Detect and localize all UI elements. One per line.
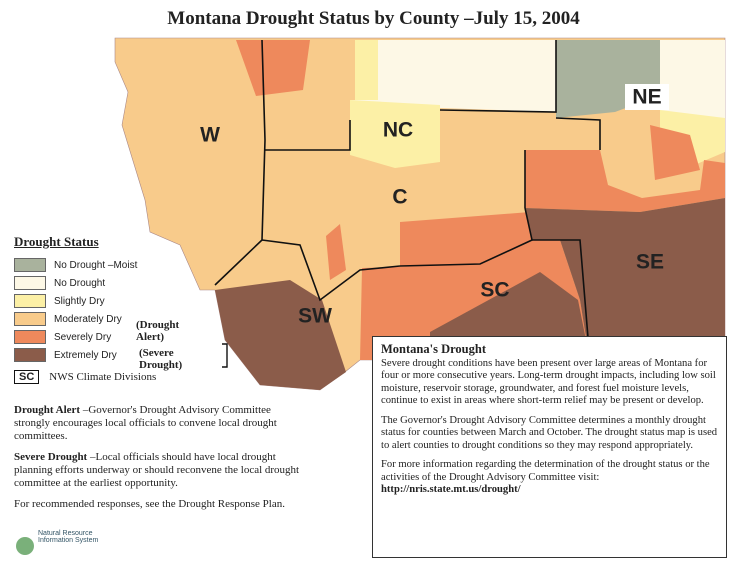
- note-text: –Local officials should have local droug…: [14, 451, 300, 489]
- area-extremely-dry: [525, 198, 725, 370]
- legend-swatch: [14, 294, 46, 308]
- info-paragraph: Severe drought conditions have been pres…: [381, 357, 716, 407]
- division-key: SC NWS Climate Divisions: [14, 368, 156, 386]
- severe-note: (Severe Drought): [139, 347, 183, 371]
- info-title: Montana's Drought: [381, 342, 486, 356]
- note-text: –Governor's Drought Advisory Committee s…: [14, 404, 277, 442]
- legend-swatch: [14, 258, 46, 272]
- note-term: Drought Alert: [14, 404, 81, 416]
- label-box: [625, 84, 669, 110]
- info-box: Montana's Drought Severe drought conditi…: [372, 336, 727, 558]
- note: Severe Drought –Local officials should h…: [14, 451, 304, 490]
- division-code: SC: [14, 370, 40, 384]
- legend-label: Slightly Dry: [54, 295, 105, 307]
- legend-item: Extremely Dry: [14, 346, 156, 364]
- division-borders: [214, 39, 601, 363]
- area-slightly-dry: [355, 40, 378, 100]
- note: Drought Alert –Governor's Drought Adviso…: [14, 404, 304, 443]
- logo-icon: [16, 537, 34, 555]
- legend-swatch: [14, 348, 46, 362]
- logo: Natural Resource Information System: [38, 530, 99, 544]
- area-extremely-dry: [215, 280, 346, 390]
- area-severely-dry: [236, 40, 310, 96]
- legend-item: Moderately Dry: [14, 310, 156, 328]
- area-severely-dry: [400, 212, 532, 268]
- division-key-label: NWS Climate Divisions: [49, 371, 157, 383]
- division-label: SE: [636, 251, 664, 274]
- legend-label: Extremely Dry: [54, 349, 117, 361]
- division-label: SC: [480, 279, 509, 302]
- legend-label: Moderately Dry: [54, 313, 122, 325]
- bracket: [222, 343, 228, 368]
- info-paragraph: For more information regarding the deter…: [381, 459, 710, 483]
- division-label: W: [200, 124, 220, 147]
- legend-item: Severely Dry: [14, 328, 156, 346]
- division-label: NC: [383, 119, 413, 142]
- legend-item: Slightly Dry: [14, 292, 156, 310]
- area-severely-dry: [650, 125, 700, 180]
- division-label: SW: [298, 305, 332, 328]
- legend-title: Drought Status: [14, 234, 99, 249]
- legend-label: Severely Dry: [54, 331, 112, 343]
- area-no-drought: [660, 40, 725, 120]
- note-term: Severe Drought: [14, 451, 88, 463]
- legend-items: No Drought –Moist No Drought Slightly Dry M…: [14, 256, 156, 364]
- info-paragraph: The Governor's Drought Advisory Committe…: [381, 414, 718, 451]
- legend-label: No Drought –Moist: [54, 259, 138, 271]
- alert-note: (Drought Alert): [136, 319, 180, 343]
- legend-item: No Drought: [14, 274, 156, 292]
- legend: Drought Status No Drought –Moist No Droug…: [14, 234, 182, 386]
- legend-label: No Drought: [54, 277, 106, 289]
- area-slightly-dry: [350, 100, 440, 168]
- legend-swatch: [14, 312, 46, 326]
- area-severely-dry: [326, 224, 346, 280]
- info-url: http://nris.state.mt.us/drought/: [381, 484, 521, 495]
- division-label: NE: [632, 86, 661, 109]
- legend-swatch: [14, 276, 46, 290]
- legend-item: No Drought –Moist: [14, 256, 156, 274]
- division-label: C: [392, 186, 407, 209]
- plan: For recommended responses, see the Droug…: [14, 498, 285, 510]
- notes: Drought Alert –Governor's Drought Adviso…: [14, 404, 304, 519]
- legend-swatch: [14, 330, 46, 344]
- area-severely-dry: [525, 150, 725, 212]
- title: Montana Drought Status by County –July 1…: [167, 8, 580, 29]
